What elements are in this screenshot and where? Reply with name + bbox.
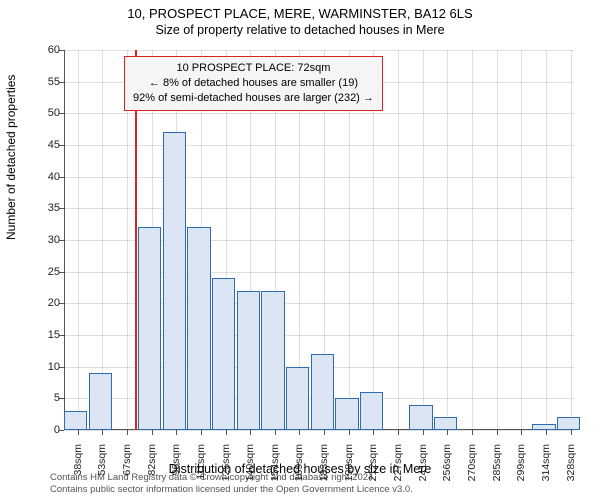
grid-v [447,50,448,430]
xtick-mark [472,430,473,435]
xtick-mark [497,430,498,435]
title-address: 10, PROSPECT PLACE, MERE, WARMINSTER, BA… [0,6,600,21]
grid-v [398,50,399,430]
ytick-label: 35 [30,202,60,214]
ytick-label: 5 [30,392,60,404]
grid-v [571,50,572,430]
xtick-mark [250,430,251,435]
xtick-label: 125sqm [220,444,232,488]
xtick-mark [78,430,79,435]
grid-v [521,50,522,430]
xtick-mark [521,430,522,435]
histogram-bar [212,278,235,430]
histogram-bar [532,424,555,430]
xtick-mark [299,430,300,435]
grid-v [78,50,79,430]
xtick-label: 212sqm [367,444,379,488]
xtick-mark [447,430,448,435]
y-axis-title: Number of detached properties [4,75,18,240]
xtick-mark [423,430,424,435]
xtick-mark [201,430,202,435]
xtick-label: 299sqm [515,444,527,488]
xtick-mark [373,430,374,435]
histogram-bar [187,227,210,430]
annotation-line2: ← 8% of detached houses are smaller (19) [133,76,374,91]
grid-v [423,50,424,430]
ytick-label: 40 [30,171,60,183]
annotation-line1: 10 PROSPECT PLACE: 72sqm [133,61,374,76]
histogram-bar [434,417,457,430]
xtick-label: 67sqm [121,444,133,488]
histogram-bar [360,392,383,430]
xtick-label: 198sqm [343,444,355,488]
ytick-label: 20 [30,297,60,309]
xtick-mark [398,430,399,435]
xtick-label: 183sqm [318,444,330,488]
ytick-label: 45 [30,139,60,151]
xtick-mark [546,430,547,435]
grid-v [472,50,473,430]
titles: 10, PROSPECT PLACE, MERE, WARMINSTER, BA… [0,6,600,37]
xtick-mark [571,430,572,435]
histogram-bar [89,373,112,430]
xtick-mark [102,430,103,435]
xtick-mark [152,430,153,435]
histogram-bar [138,227,161,430]
xtick-label: 241sqm [417,444,429,488]
ytick-label: 10 [30,361,60,373]
xtick-mark [349,430,350,435]
histogram-bar [261,291,284,430]
xtick-label: 38sqm [72,444,84,488]
annotation-box: 10 PROSPECT PLACE: 72sqm← 8% of detached… [124,56,383,111]
ytick-label: 0 [30,424,60,436]
xtick-mark [275,430,276,435]
ytick-label: 60 [30,44,60,56]
ytick-label: 50 [30,107,60,119]
histogram-bar [286,367,309,430]
ytick-label: 25 [30,266,60,278]
plot-area: 10 PROSPECT PLACE: 72sqm← 8% of detached… [64,50,574,430]
histogram-bar [64,411,87,430]
histogram-bar [163,132,186,430]
xtick-mark [226,430,227,435]
xtick-label: 328sqm [565,444,577,488]
ytick-label: 15 [30,329,60,341]
xtick-label: 256sqm [441,444,453,488]
xtick-label: 96sqm [170,444,182,488]
xtick-label: 285sqm [491,444,503,488]
xtick-label: 227sqm [392,444,404,488]
histogram-bar [335,398,358,430]
xtick-label: 111sqm [195,444,207,488]
histogram-bar [237,291,260,430]
xtick-mark [127,430,128,435]
grid-v [546,50,547,430]
histogram-bar [409,405,432,430]
histogram-bar [311,354,334,430]
xtick-label: 140sqm [244,444,256,488]
xtick-label: 82sqm [146,444,158,488]
annotation-line3: 92% of semi-detached houses are larger (… [133,91,374,106]
xtick-label: 169sqm [293,444,305,488]
grid-v [497,50,498,430]
histogram-bar [557,417,580,430]
xtick-label: 270sqm [466,444,478,488]
xtick-label: 53sqm [96,444,108,488]
xtick-mark [176,430,177,435]
xtick-mark [324,430,325,435]
title-subtitle: Size of property relative to detached ho… [0,23,600,37]
xtick-label: 154sqm [269,444,281,488]
ytick-label: 55 [30,76,60,88]
xtick-label: 314sqm [540,444,552,488]
ytick-label: 30 [30,234,60,246]
chart-container: 10, PROSPECT PLACE, MERE, WARMINSTER, BA… [0,0,600,500]
